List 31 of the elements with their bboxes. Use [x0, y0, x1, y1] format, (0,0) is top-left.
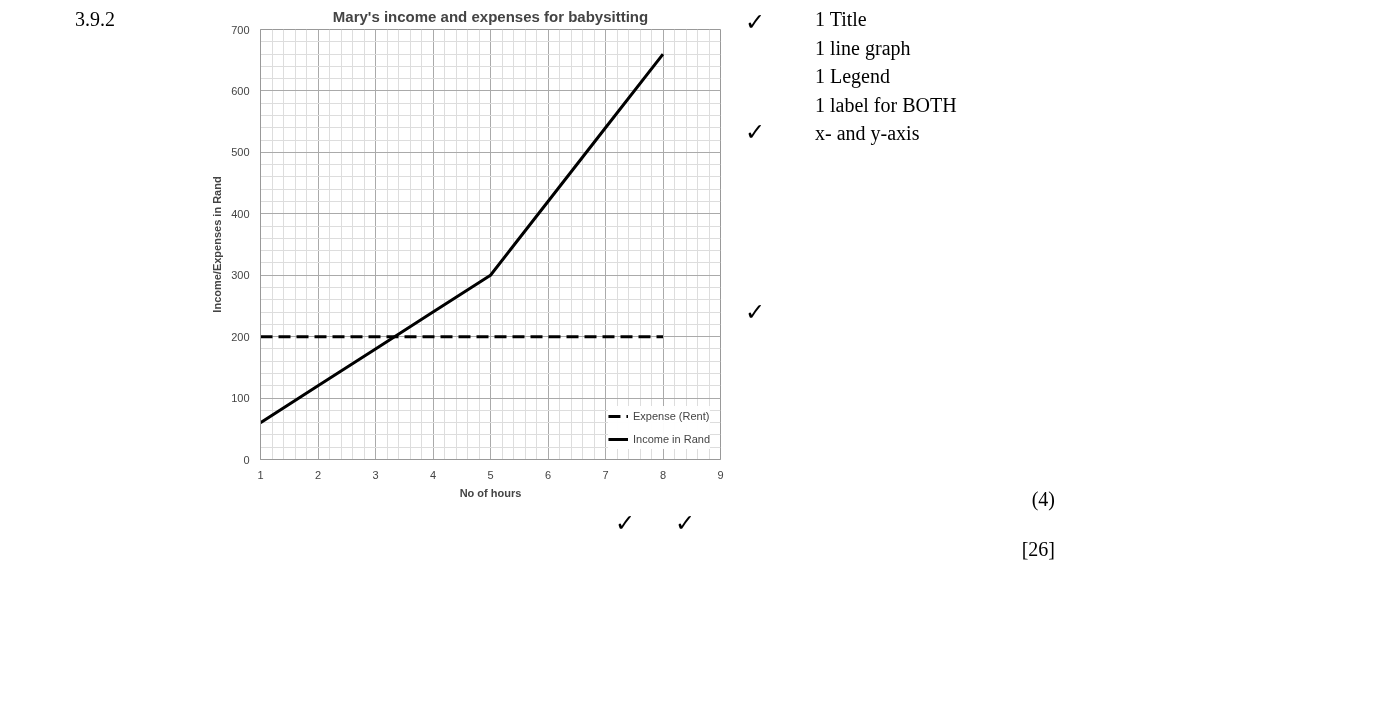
text: ✓: [745, 297, 766, 328]
x-tick-label: 4: [429, 468, 437, 481]
text: ✓: [745, 117, 766, 148]
y-tick-label: 700: [231, 23, 250, 36]
x-tick-label: 1: [257, 468, 264, 481]
text: ✓: [615, 508, 636, 539]
y-tick-label: 100: [231, 392, 250, 405]
y-tick-label: 500: [231, 146, 250, 159]
legend-label: Income in Rand: [632, 433, 710, 445]
x-axis-title: No of hours: [459, 486, 522, 499]
y-tick-label: 400: [231, 207, 250, 220]
x-tick-label: 2: [314, 468, 322, 481]
text: 3.9.2: [75, 7, 115, 32]
y-tick-label: 200: [231, 330, 250, 343]
y-tick-label: 0: [243, 453, 250, 466]
y-tick-label: 300: [231, 269, 250, 282]
x-tick-label: 9: [717, 468, 724, 481]
text: 1 Title 1 line graph 1 Legend 1 label for BOTH x- and y-axis: [815, 7, 957, 147]
chart-title: Mary's income and expenses for babysitting: [332, 7, 649, 25]
x-tick-label: 6: [544, 468, 552, 481]
x-tick-label: 5: [487, 468, 494, 481]
y-tick-label: 600: [231, 84, 250, 97]
x-tick-label: 7: [602, 468, 609, 481]
text: ✓: [675, 508, 696, 539]
text: [26]: [1021, 537, 1055, 562]
legend-label: Expense (Rent): [632, 410, 710, 422]
x-tick-label: 3: [372, 468, 379, 481]
text: ✓: [745, 7, 766, 38]
y-axis-title: Income/Expenses in Rand: [211, 176, 224, 313]
text: (4): [1031, 487, 1055, 513]
x-tick-label: 8: [659, 468, 667, 481]
